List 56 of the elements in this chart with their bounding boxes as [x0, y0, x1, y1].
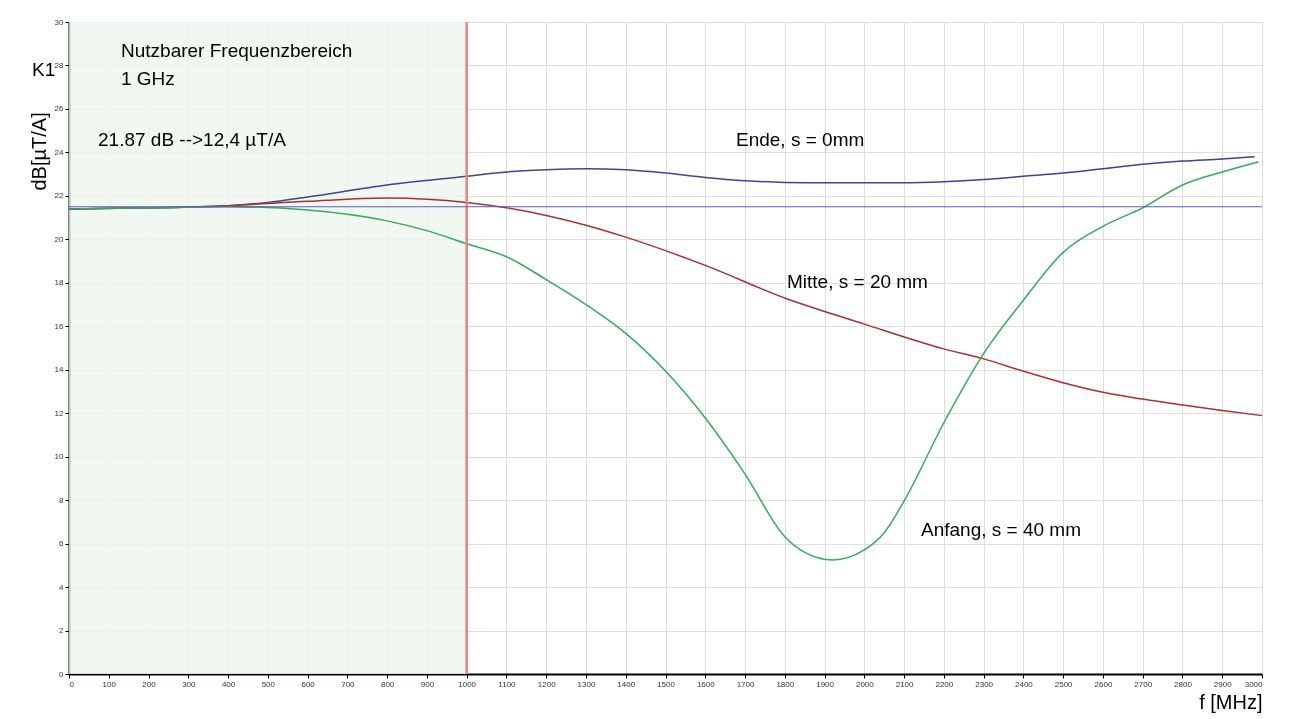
annotation: 21.87 dB -->12,4 µT/A	[98, 129, 287, 150]
x-tick-label: 600	[301, 679, 316, 689]
x-tick-label: 800	[380, 679, 395, 689]
x-tick-label: 1000	[458, 679, 477, 689]
x-tick-label: 200	[142, 679, 157, 689]
x-tick-label: 2000	[855, 679, 875, 689]
x-tick-label: 1900	[816, 679, 835, 689]
y-tick-label: 6	[59, 539, 65, 549]
y-axis-title: dB[µT/A]	[27, 112, 50, 191]
x-tick-label: 700	[341, 679, 356, 689]
y-tick-label: 24	[54, 147, 65, 157]
x-tick-label: 1400	[617, 679, 636, 689]
x-tick-label: 1100	[498, 679, 517, 689]
y-tick-label: 20	[54, 234, 65, 244]
x-tick-label: 500	[261, 679, 276, 689]
y-tick-label: 14	[54, 365, 65, 375]
x-tick-label: 1800	[776, 679, 795, 689]
y-tick-label: 8	[59, 495, 65, 505]
x-tick-label: 2800	[1174, 679, 1193, 689]
series-label: Ende, s = 0mm	[736, 129, 865, 150]
y-tick-label: 12	[54, 408, 65, 418]
x-tick-label: 400	[221, 679, 236, 689]
x-tick-label: 2600	[1094, 679, 1113, 689]
x-tick-label: 2200	[935, 679, 954, 689]
x-tick-label: 1600	[696, 679, 716, 689]
x-tick-label: 1300	[577, 679, 596, 689]
y-tick-label: 0	[59, 669, 65, 679]
x-tick-label: 1500	[657, 679, 676, 689]
x-tick-label: 2500	[1054, 679, 1074, 689]
x-tick-label: 900	[420, 679, 435, 689]
series-label: Mitte, s = 20 mm	[787, 271, 928, 292]
text: K1	[32, 59, 56, 80]
x-tick-label: 2300	[975, 679, 994, 689]
y-tick-label: 26	[54, 104, 65, 114]
x-tick-label: 3000	[1244, 679, 1264, 689]
y-tick-label: 22	[54, 191, 65, 201]
y-tick-label: 16	[54, 321, 65, 331]
band-label: Nutzbarer Frequenzbereich 1 GHz	[121, 40, 353, 89]
y-tick-label: 28	[54, 60, 65, 70]
x-tick-label: 1200	[537, 679, 557, 689]
x-tick-label: 2900	[1213, 679, 1233, 689]
x-tick-label: 2400	[1015, 679, 1034, 689]
x-tick-label: 1700	[736, 679, 755, 689]
y-tick-label: 2	[59, 626, 65, 636]
y-tick-label: 4	[59, 582, 65, 592]
y-tick-label: 10	[54, 452, 65, 462]
x-tick-label: 0	[69, 679, 75, 689]
x-axis-title: f [MHz]	[1199, 690, 1263, 713]
y-tick-label: 30	[54, 17, 65, 27]
series-label: Anfang, s = 40 mm	[921, 519, 1081, 540]
x-tick-label: 2700	[1134, 679, 1153, 689]
x-tick-label: 100	[102, 679, 117, 689]
line-series	[69, 161, 1259, 561]
x-tick-label: 300	[182, 679, 197, 689]
y-tick-label: 18	[54, 278, 65, 288]
x-tick-label: 2100	[895, 679, 915, 689]
